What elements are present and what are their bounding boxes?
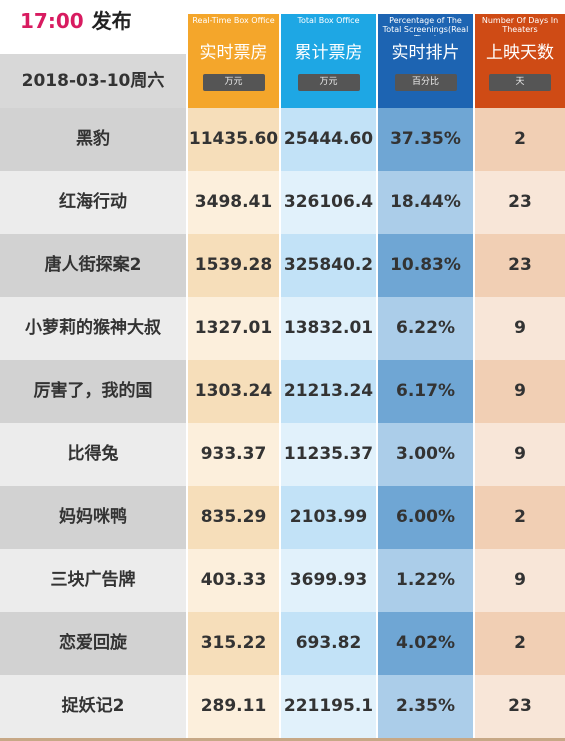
movie-name: 三块广告牌 xyxy=(0,549,186,612)
realtime-box-office: 11435.60 xyxy=(188,108,279,171)
movie-name: 唐人街探案2 xyxy=(0,234,186,297)
movie-name: 捉妖记2 xyxy=(0,675,186,738)
movie-name: 黑豹 xyxy=(0,108,186,171)
total-box-office: 13832.01 xyxy=(281,297,376,360)
table-row: 捉妖记2 289.11 221195.1 2.35% 23 xyxy=(0,675,565,738)
days-in-theaters: 9 xyxy=(475,360,565,423)
screening-share: 4.02% xyxy=(378,612,473,675)
publish-time: 17:00 xyxy=(20,9,84,33)
report-date: 2018-03-10周六 xyxy=(0,54,186,108)
col-header-en: Total Box Office xyxy=(297,16,360,25)
table-row: 小萝莉的猴神大叔 1327.01 13832.01 6.22% 9 xyxy=(0,297,565,360)
screening-share: 3.00% xyxy=(378,423,473,486)
realtime-box-office: 1327.01 xyxy=(188,297,279,360)
screening-share: 6.17% xyxy=(378,360,473,423)
realtime-box-office: 1303.24 xyxy=(188,360,279,423)
total-box-office: 326106.4 xyxy=(281,171,376,234)
col-header-days-in-theaters: Number Of Days In Theaters 上映天数 天 xyxy=(475,14,565,108)
days-in-theaters: 9 xyxy=(475,549,565,612)
realtime-box-office: 3498.41 xyxy=(188,171,279,234)
table-row: 恋爱回旋 315.22 693.82 4.02% 2 xyxy=(0,612,565,675)
total-box-office: 25444.60 xyxy=(281,108,376,171)
days-in-theaters: 2 xyxy=(475,612,565,675)
col-unit-badge: 天 xyxy=(489,74,551,91)
days-in-theaters: 23 xyxy=(475,171,565,234)
box-office-table: 黑豹 11435.60 25444.60 37.35% 2 红海行动 3498.… xyxy=(0,108,565,738)
screening-share: 1.22% xyxy=(378,549,473,612)
col-header-cn: 上映天数 xyxy=(486,43,554,63)
movie-name: 妈妈咪鸭 xyxy=(0,486,186,549)
col-header-total-box-office: Total Box Office 累计票房 万元 xyxy=(281,14,376,108)
total-box-office: 325840.2 xyxy=(281,234,376,297)
realtime-box-office: 289.11 xyxy=(188,675,279,738)
total-box-office: 693.82 xyxy=(281,612,376,675)
total-box-office: 2103.99 xyxy=(281,486,376,549)
total-box-office: 11235.37 xyxy=(281,423,376,486)
table-row: 三块广告牌 403.33 3699.93 1.22% 9 xyxy=(0,549,565,612)
col-unit-badge: 万元 xyxy=(297,74,360,91)
col-unit-badge: 万元 xyxy=(202,74,265,91)
movie-name: 比得兔 xyxy=(0,423,186,486)
board-header: 17:00 发布 2018-03-10周六 Real-Time Box Offic… xyxy=(0,0,565,108)
table-row: 妈妈咪鸭 835.29 2103.99 6.00% 2 xyxy=(0,486,565,549)
col-header-cn: 实时排片 xyxy=(391,43,460,63)
days-in-theaters: 2 xyxy=(475,108,565,171)
table-row: 红海行动 3498.41 326106.4 18.44% 23 xyxy=(0,171,565,234)
table-row: 黑豹 11435.60 25444.60 37.35% 2 xyxy=(0,108,565,171)
movie-name: 恋爱回旋 xyxy=(0,612,186,675)
total-box-office: 221195.1 xyxy=(281,675,376,738)
screening-share: 10.83% xyxy=(378,234,473,297)
header-left: 17:00 发布 2018-03-10周六 xyxy=(0,0,186,108)
days-in-theaters: 9 xyxy=(475,297,565,360)
col-header-en: Percentage of The Total Screenings(Real … xyxy=(382,16,469,36)
col-header-realtime-box-office: Real-Time Box Office 实时票房 万元 xyxy=(188,14,279,108)
col-header-cn: 实时票房 xyxy=(199,43,268,63)
realtime-box-office: 835.29 xyxy=(188,486,279,549)
days-in-theaters: 2 xyxy=(475,486,565,549)
screening-share: 6.00% xyxy=(378,486,473,549)
table-row: 厉害了，我的国 1303.24 21213.24 6.17% 9 xyxy=(0,360,565,423)
realtime-box-office: 933.37 xyxy=(188,423,279,486)
realtime-box-office: 403.33 xyxy=(188,549,279,612)
total-box-office: 21213.24 xyxy=(281,360,376,423)
days-in-theaters: 23 xyxy=(475,234,565,297)
col-header-cn: 累计票房 xyxy=(294,43,363,63)
movie-name: 红海行动 xyxy=(0,171,186,234)
screening-share: 2.35% xyxy=(378,675,473,738)
days-in-theaters: 9 xyxy=(475,423,565,486)
movie-name: 厉害了，我的国 xyxy=(0,360,186,423)
realtime-box-office: 315.22 xyxy=(188,612,279,675)
table-row: 比得兔 933.37 11235.37 3.00% 9 xyxy=(0,423,565,486)
col-header-en: Real-Time Box Office xyxy=(192,16,275,25)
table-row: 唐人街探案2 1539.28 325840.2 10.83% 23 xyxy=(0,234,565,297)
publish-label: 发布 xyxy=(91,9,132,33)
days-in-theaters: 23 xyxy=(475,675,565,738)
bottom-divider xyxy=(0,738,565,741)
screening-share: 37.35% xyxy=(378,108,473,171)
screening-share: 6.22% xyxy=(378,297,473,360)
col-header-en: Number Of Days In Theaters xyxy=(481,16,559,34)
movie-name: 小萝莉的猴神大叔 xyxy=(0,297,186,360)
col-unit-badge: 百分比 xyxy=(394,74,457,91)
publish-time-line: 17:00 发布 xyxy=(20,8,132,34)
screening-share: 18.44% xyxy=(378,171,473,234)
realtime-box-office: 1539.28 xyxy=(188,234,279,297)
col-header-screening-share: Percentage of The Total Screenings(Real … xyxy=(378,14,473,108)
total-box-office: 3699.93 xyxy=(281,549,376,612)
